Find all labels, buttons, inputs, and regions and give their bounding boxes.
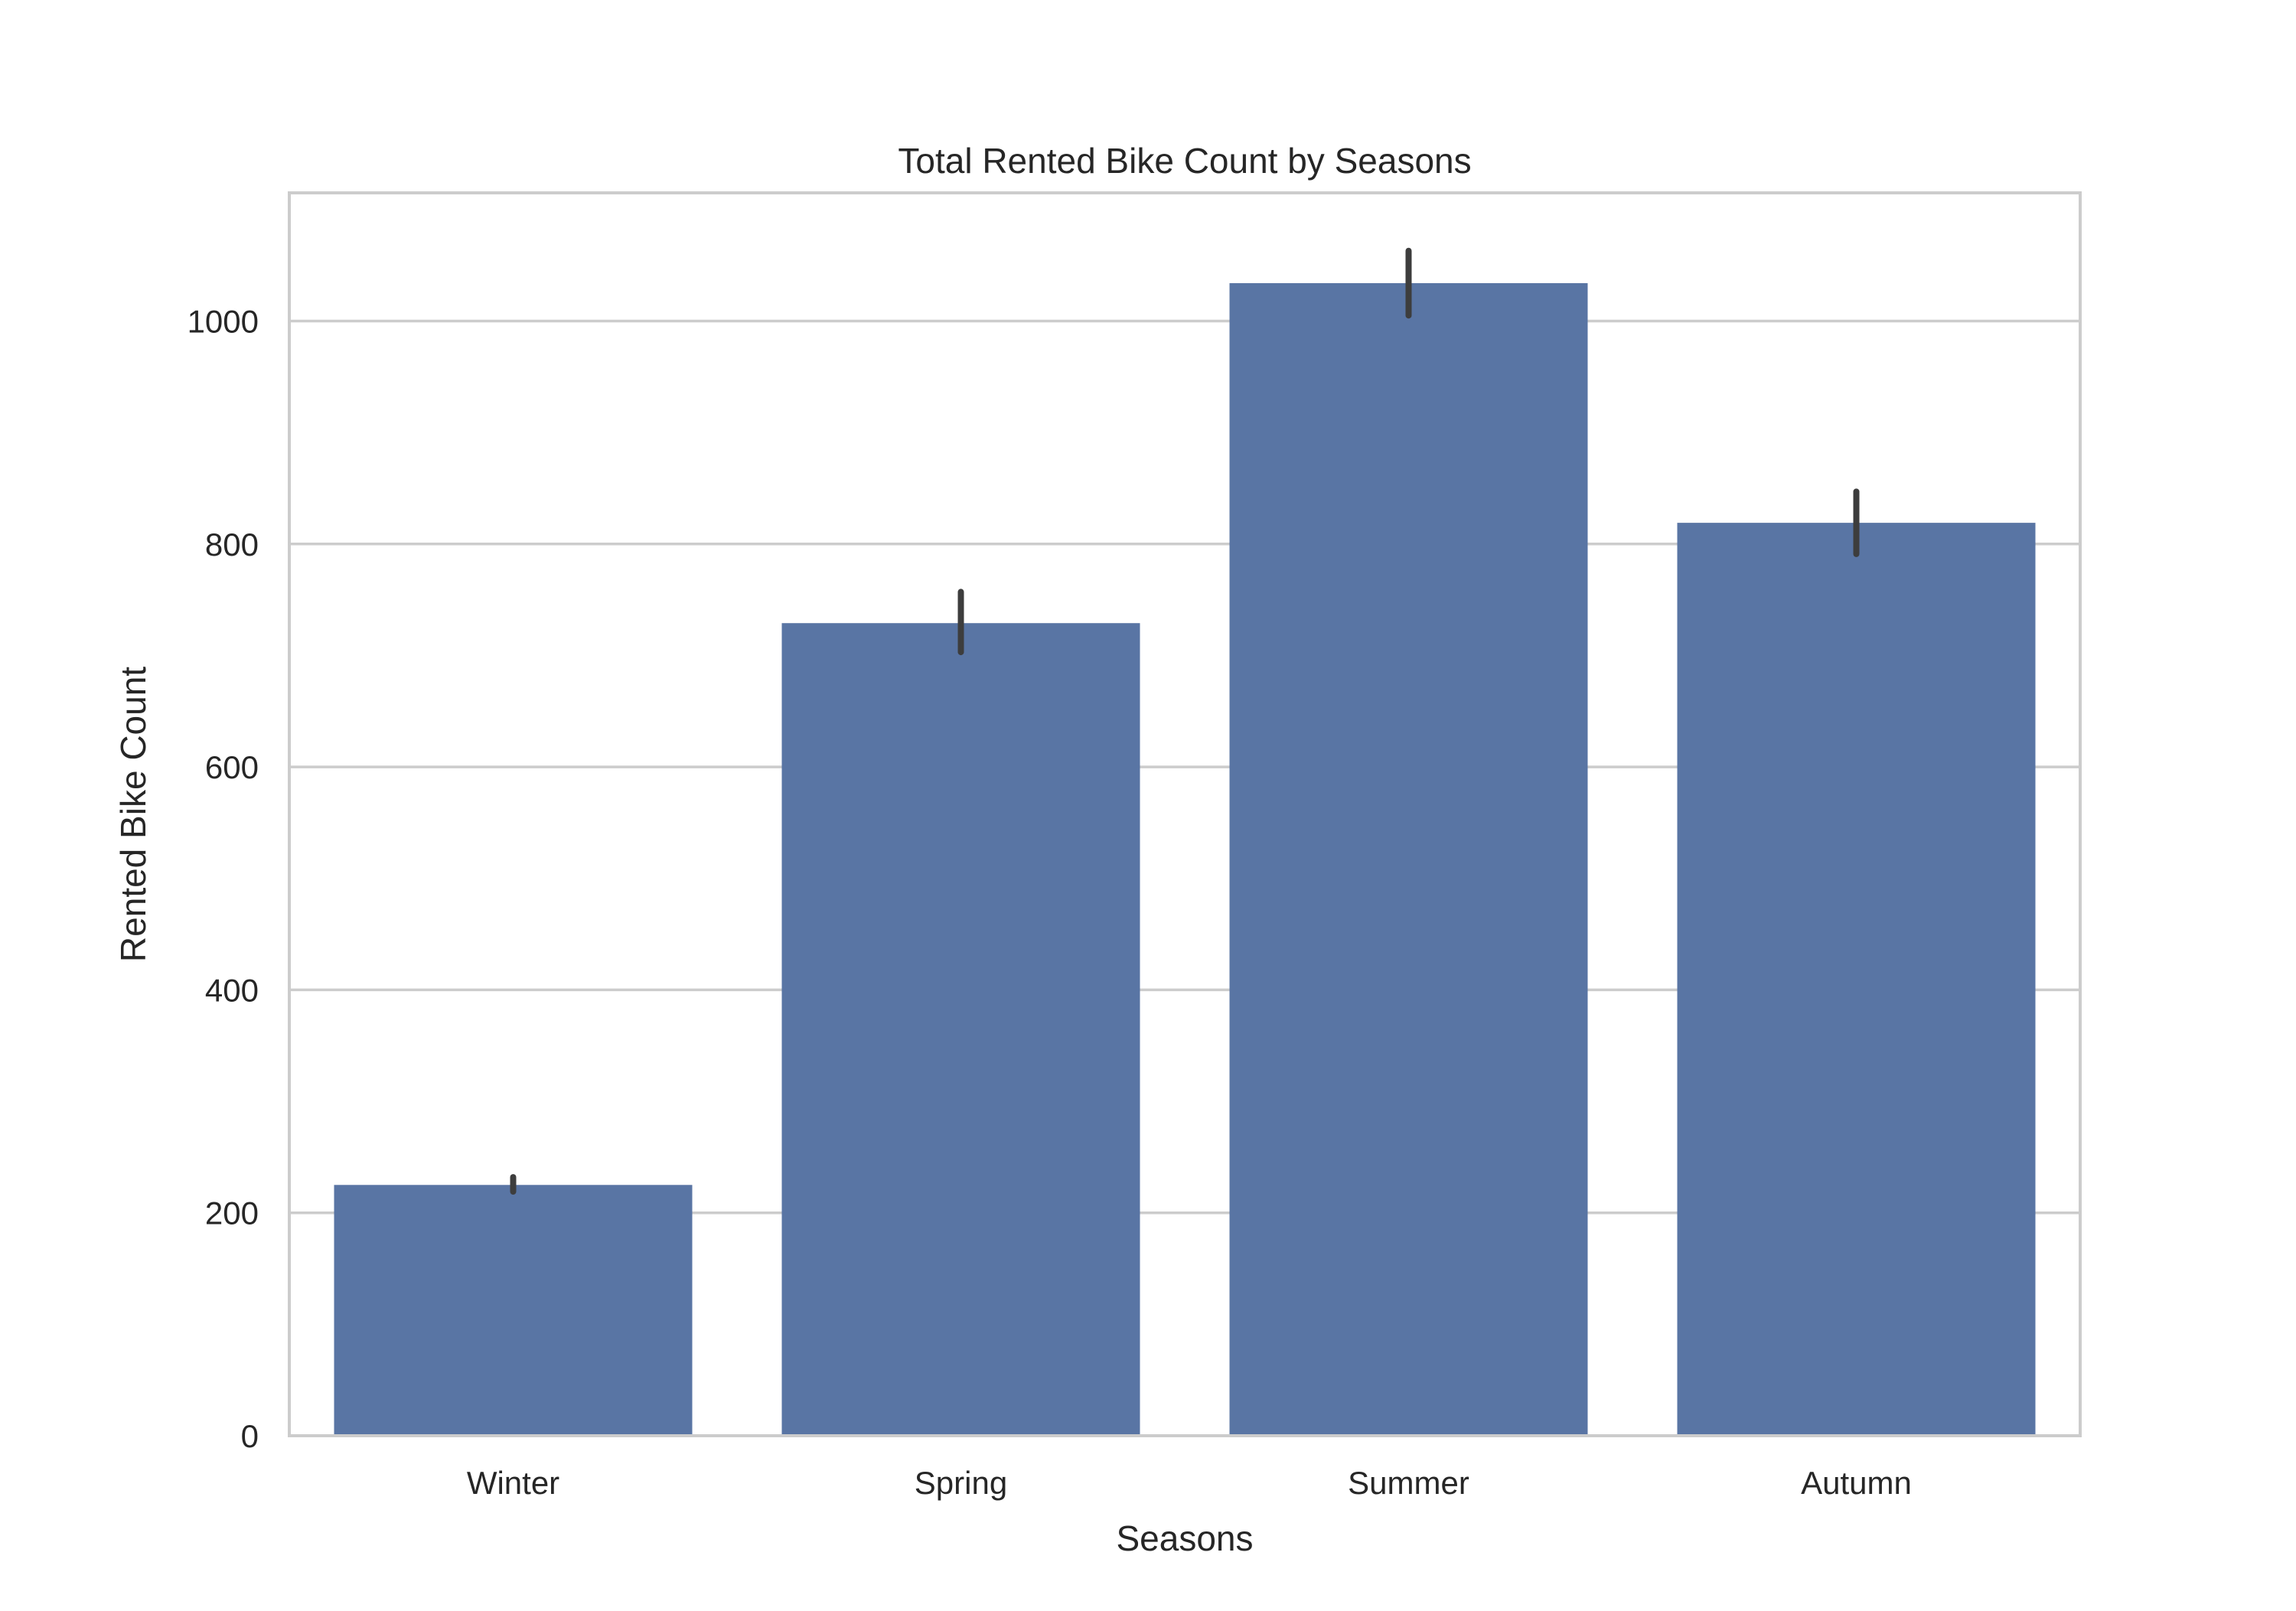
plot-frame [288, 191, 2082, 1437]
y-tick-label: 600 [205, 749, 259, 785]
x-tick-label: Winter [467, 1465, 559, 1501]
y-tick-labels: 0 200 400 600 800 1000 [188, 303, 259, 1454]
bars [334, 282, 2036, 1436]
y-axis-label: Rented Bike Count [113, 667, 153, 962]
x-tick-labels: Winter Spring Summer Autumn [467, 1465, 1912, 1501]
y-tick-label: 1000 [188, 303, 259, 339]
bar-autumn [1677, 523, 2036, 1436]
x-tick-label: Summer [1348, 1465, 1469, 1501]
chart-title: Total Rented Bike Count by Seasons [898, 141, 1471, 181]
error-bars [510, 247, 1860, 1195]
y-tick-label: 200 [205, 1195, 259, 1231]
bar-spring [781, 623, 1140, 1436]
x-axis-label: Seasons [1116, 1518, 1253, 1558]
bar-winter [334, 1185, 693, 1436]
x-tick-label: Spring [915, 1465, 1007, 1501]
x-tick-label: Autumn [1801, 1465, 1912, 1501]
y-tick-label: 0 [241, 1418, 259, 1454]
y-tick-label: 800 [205, 527, 259, 563]
y-tick-label: 400 [205, 972, 259, 1008]
bar-summer [1229, 282, 1588, 1436]
